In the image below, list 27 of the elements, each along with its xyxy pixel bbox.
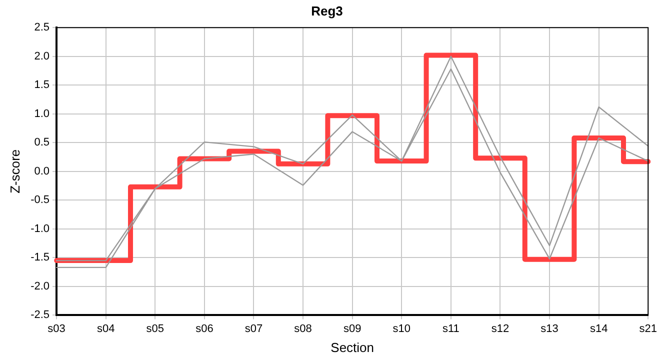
y-tick-label: 2.0: [34, 50, 50, 62]
x-tick-label: s13: [540, 322, 558, 335]
x-tick-label: s12: [491, 322, 510, 335]
x-tick-label: s11: [442, 322, 460, 335]
x-tick-label: s07: [244, 322, 263, 335]
x-tick-label: s21: [639, 322, 658, 335]
y-tick-label: -0.5: [30, 194, 50, 206]
x-tick-label: s08: [294, 322, 312, 335]
x-axis-title: Section: [330, 340, 374, 355]
x-tick-label: s06: [196, 322, 214, 335]
x-tick-label: s10: [392, 322, 411, 335]
x-tick-label: s03: [48, 322, 66, 335]
y-axis-title: Z-score: [7, 149, 22, 194]
y-tick-label: -2.0: [30, 280, 50, 292]
x-tick-label: s09: [343, 322, 362, 335]
y-tick-label: -1.5: [30, 252, 50, 264]
y-tick-label: 0.0: [34, 165, 50, 178]
y-tick-label: 2.5: [34, 22, 50, 34]
y-tick-label: 0.5: [34, 136, 50, 149]
y-tick-label: -1.0: [30, 222, 50, 235]
x-tick-label: s14: [590, 322, 608, 335]
y-tick-label: -2.5: [30, 309, 50, 322]
x-tick-label: s04: [96, 322, 115, 335]
y-tick-label: 1.0: [34, 108, 50, 120]
y-tick-label: 1.5: [34, 79, 50, 92]
chart-title: Reg3: [311, 3, 343, 18]
x-tick-label: s05: [146, 322, 164, 335]
